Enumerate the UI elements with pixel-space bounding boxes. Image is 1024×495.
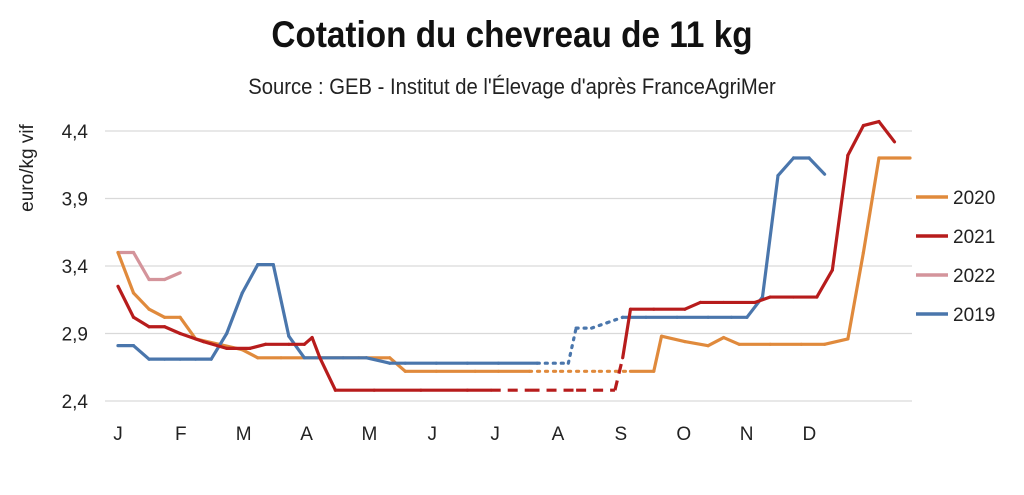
- legend-label-2020: 2020: [953, 188, 995, 209]
- y-tick-labels: 2,4 2,9 3,4 3,9 4,4: [62, 122, 89, 413]
- x-tick-label: A: [552, 424, 565, 445]
- legend: 2020 2021 2022 2019: [916, 188, 995, 326]
- x-tick-label: N: [740, 424, 754, 445]
- legend-label-2022: 2022: [953, 266, 995, 287]
- series-segment-2020: [116, 250, 136, 295]
- series-segment-2020: [659, 334, 687, 344]
- series-segment-2021: [621, 307, 633, 360]
- series-segment-2021: [846, 123, 866, 157]
- y-axis-label: euro/kg vif: [17, 123, 38, 211]
- series-segment-2022: [162, 271, 182, 282]
- x-tick-label: M: [236, 424, 252, 445]
- y-tick-label: 2,4: [62, 392, 89, 413]
- series-segment-2020: [706, 335, 726, 348]
- chart-subtitle: Source : GEB - Institut de l'Élevage d'a…: [248, 74, 776, 99]
- y-tick-label: 4,4: [62, 122, 89, 143]
- series-segment-2019: [225, 291, 244, 336]
- series-segment-2021: [683, 300, 702, 311]
- series-segment-2020: [240, 348, 260, 360]
- series-segment-2021: [178, 331, 206, 344]
- series-segment-2021: [830, 153, 850, 272]
- series-segment-2020: [178, 315, 198, 341]
- series-segment-2019: [605, 315, 625, 325]
- series-segment-2021: [815, 268, 834, 299]
- series-segment-2019: [566, 326, 578, 365]
- series-segment-2021: [302, 335, 314, 346]
- series-segment-2019: [364, 356, 392, 365]
- chart-title: Cotation du chevreau de 11 kg: [271, 14, 753, 55]
- x-tick-label: S: [615, 424, 628, 445]
- series-segment-2021: [861, 119, 881, 128]
- series-segment-2019: [760, 173, 780, 299]
- series-segment-2021: [116, 284, 136, 319]
- y-tick-label: 3,9: [62, 190, 88, 211]
- series-segment-2021: [877, 119, 897, 144]
- series-segment-2020: [131, 291, 151, 311]
- grid-lines: [105, 130, 912, 402]
- x-tick-label: M: [362, 424, 378, 445]
- series-segment-2019: [240, 263, 260, 295]
- x-tick-label: A: [300, 424, 313, 445]
- series-segment-2019: [287, 334, 306, 360]
- series-segment-2019: [776, 156, 796, 178]
- legend-label-2021: 2021: [953, 227, 995, 248]
- y-tick-label: 2,9: [62, 325, 88, 346]
- legend-label-2019: 2019: [953, 305, 995, 326]
- x-tick-label: J: [113, 424, 123, 445]
- x-tick-label: O: [676, 424, 691, 445]
- series-segment-2019: [590, 321, 609, 330]
- series-segment-2022: [131, 250, 151, 282]
- x-tick-label: J: [490, 424, 500, 445]
- series-lines: [116, 119, 912, 392]
- series-segment-2020: [822, 337, 850, 346]
- series-segment-2021: [131, 315, 151, 329]
- series-segment-2020: [861, 156, 881, 255]
- y-tick-label: 3,4: [62, 257, 89, 278]
- series-segment-2020: [652, 334, 664, 373]
- x-tick-label: F: [175, 424, 187, 445]
- series-segment-2020: [147, 307, 167, 319]
- series-segment-2019: [131, 344, 151, 361]
- series-segment-2019: [271, 263, 291, 338]
- series-segment-2020: [722, 335, 741, 346]
- series-segment-2021: [201, 340, 229, 350]
- series-segment-2021: [613, 357, 625, 391]
- series-segment-2020: [683, 340, 710, 348]
- series-segment-2021: [310, 335, 322, 360]
- x-tick-label: D: [803, 424, 817, 445]
- series-segment-2020: [846, 250, 866, 341]
- series-segment-2019: [807, 156, 827, 176]
- series-segment-2021: [162, 325, 182, 336]
- series-segment-2021: [753, 295, 772, 305]
- series-segment-2021: [248, 342, 268, 350]
- x-tick-label: J: [428, 424, 438, 445]
- series-segment-2021: [318, 356, 338, 392]
